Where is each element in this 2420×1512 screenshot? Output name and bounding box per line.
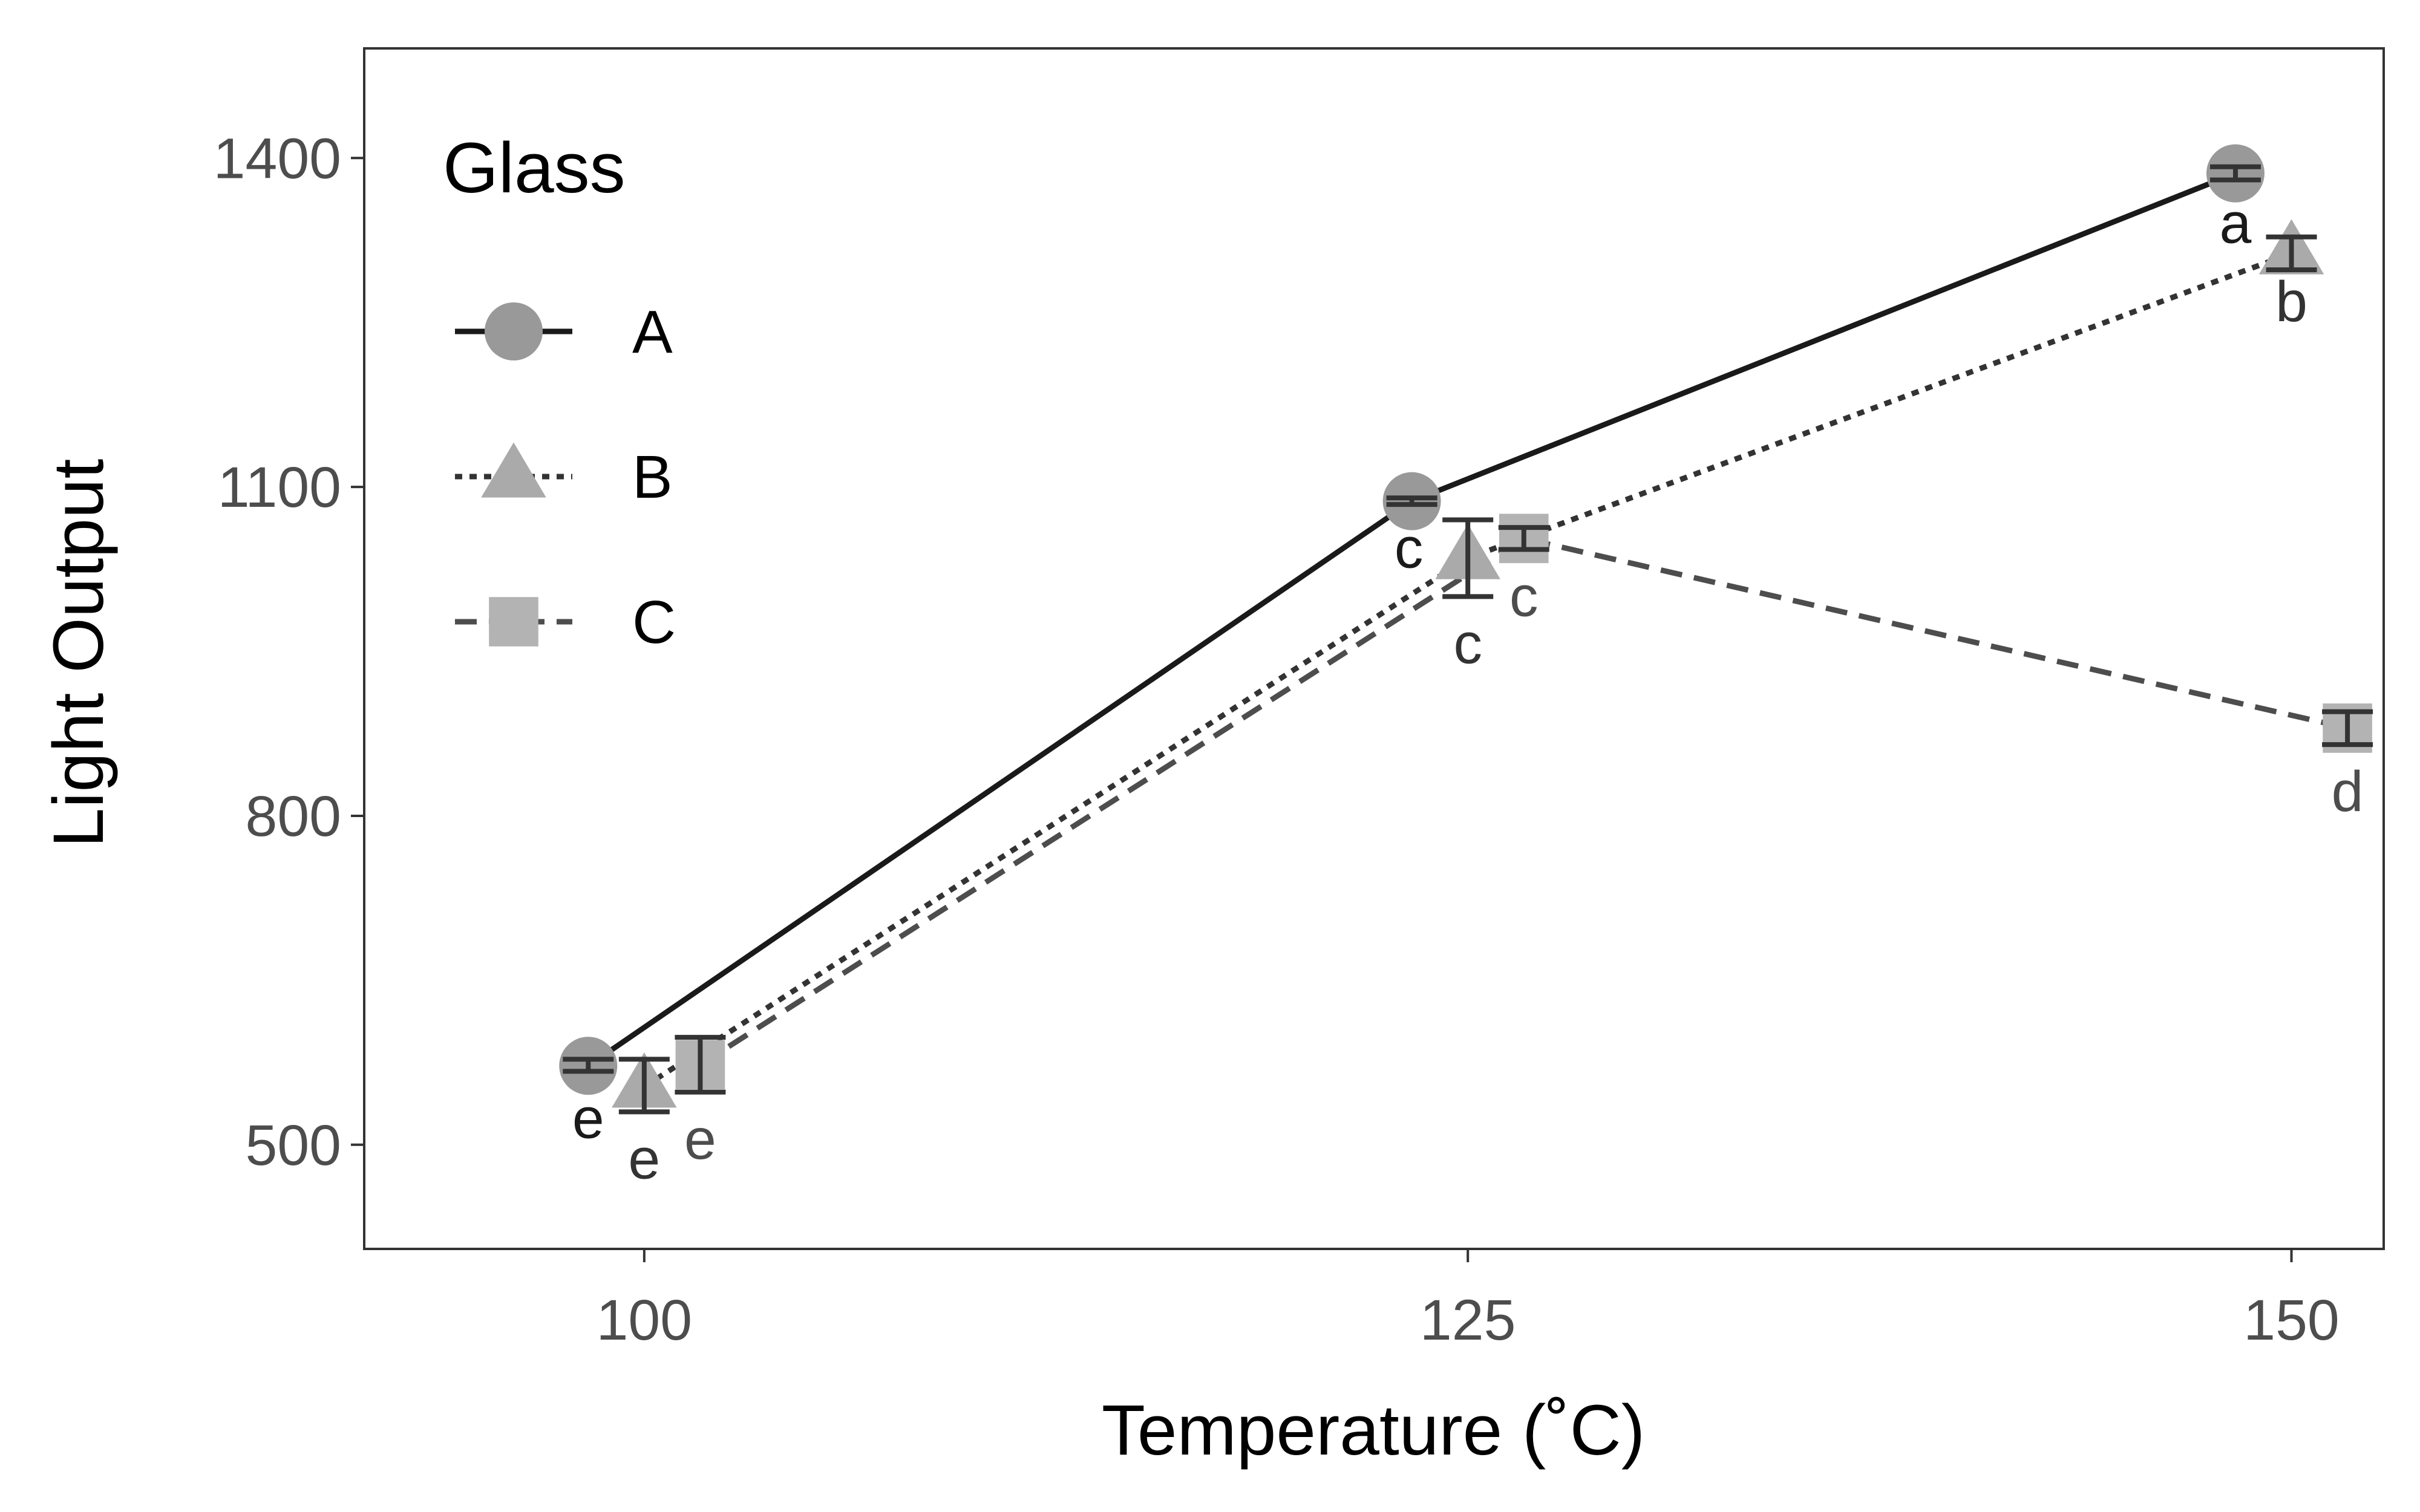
y-axis-title: Light Output — [39, 459, 119, 848]
y-tick-label: 800 — [245, 784, 341, 849]
significance-letter-a: c — [1395, 516, 1424, 581]
significance-letter-c: e — [684, 1107, 716, 1171]
error-bar-a — [1386, 495, 1437, 507]
error-bar-b — [1442, 517, 1494, 599]
legend-label: A — [632, 298, 673, 366]
error-bar-c — [675, 1035, 726, 1095]
legend-item-c: C — [455, 588, 676, 656]
legend-items: A B C — [455, 298, 676, 656]
legend-marker — [485, 302, 543, 360]
x-tick-label: 100 — [597, 1288, 693, 1352]
significance-letter-b: c — [1453, 611, 1482, 676]
series-line-c — [699, 535, 2349, 1067]
x-axis-title: Temperature (˚C) — [1102, 1390, 1645, 1470]
x-tick-label: 125 — [1420, 1288, 1516, 1352]
significance-letter-a: a — [2220, 192, 2252, 256]
axis-ticks: 100 125 150 500 800 1100 1400 — [214, 126, 2340, 1352]
error-bar-c — [2322, 709, 2373, 748]
error-bars — [563, 164, 2373, 1115]
y-tick-label: 500 — [245, 1113, 341, 1178]
legend-marker — [481, 442, 546, 498]
error-bar-c — [1498, 525, 1549, 552]
error-bar-a — [563, 1057, 614, 1074]
legend-title: Glass — [443, 128, 626, 208]
significance-letter-c: c — [1509, 564, 1539, 628]
legend-label: B — [632, 443, 673, 511]
legend-marker — [489, 597, 538, 647]
significance-letter-b: b — [2275, 270, 2307, 334]
significance-letter-c: d — [2332, 760, 2364, 824]
legend-item-a: A — [455, 298, 673, 366]
error-bar-b — [2266, 234, 2317, 273]
legend-label: C — [632, 588, 676, 656]
y-tick-label: 1100 — [218, 455, 341, 520]
y-tick-label: 1400 — [214, 126, 341, 191]
legend-item-b: B — [455, 442, 673, 511]
error-bar-b — [618, 1057, 670, 1115]
significance-letter-b: e — [628, 1127, 660, 1191]
legend: Glass A B C — [443, 128, 676, 656]
significance-letter-a: e — [572, 1086, 604, 1150]
x-tick-label: 150 — [2243, 1288, 2340, 1352]
plot-panel-border — [363, 47, 2385, 1250]
error-bar-a — [2209, 164, 2261, 183]
significance-letters: e c a e c b e c d — [572, 192, 2364, 1191]
